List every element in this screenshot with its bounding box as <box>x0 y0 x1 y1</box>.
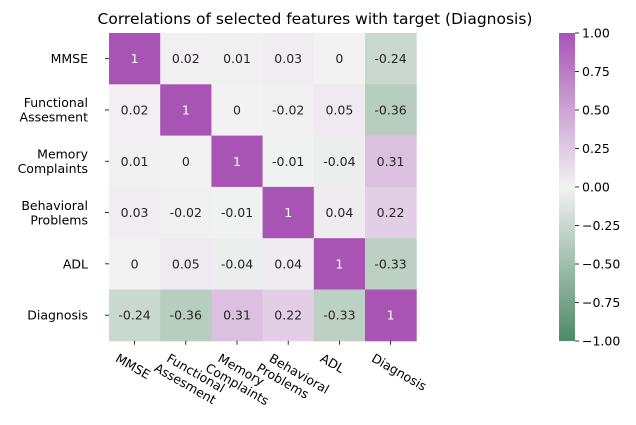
heatmap-cell <box>211 33 264 85</box>
heatmap-cell <box>160 186 212 239</box>
cell-value-label: 1 <box>284 205 292 220</box>
heatmap-cell <box>262 289 315 342</box>
heatmap-cell <box>211 135 264 188</box>
cell-value-label: -0.33 <box>374 256 406 271</box>
heatmap-cell <box>160 289 212 342</box>
cell-value-label: 0.04 <box>274 256 302 271</box>
cell-value-label: 0 <box>335 51 343 66</box>
cell-value-label: 0.05 <box>325 102 353 117</box>
cell-value-label: 1 <box>387 308 395 323</box>
heatmap-cell <box>160 135 212 188</box>
heatmap-cell <box>160 238 212 290</box>
heatmap-cell <box>313 289 366 342</box>
cell-value-label: -0.01 <box>221 205 253 220</box>
colorbar-gradient <box>559 33 575 341</box>
cell-value-label: 0 <box>131 256 139 271</box>
cell-value-label: -0.36 <box>374 102 406 117</box>
row-labels: MMSE Functional Assesment Memory Complaints B… <box>18 51 109 323</box>
cell-value-label: -0.36 <box>170 308 202 323</box>
cell-value-label: 0.03 <box>274 51 302 66</box>
row-label: ADL <box>63 256 88 271</box>
cell-value-label: -0.33 <box>323 308 355 323</box>
heatmap-cell <box>365 135 417 188</box>
cell-value-label: -0.04 <box>221 256 253 271</box>
colorbar-tick-label: 0.25 <box>582 141 610 156</box>
cell-value-label: -0.02 <box>170 205 202 220</box>
heatmap-cells: 1 0.02 0.01 0.03 0 -0.24 0.02 1 0 -0.02 0.05 -0.36 0… <box>109 33 417 342</box>
cell-value-label: -0.24 <box>374 51 406 66</box>
cell-value-label: -0.24 <box>118 308 150 323</box>
heatmap-cell <box>262 135 315 188</box>
row-label: Diagnosis <box>27 308 88 323</box>
colorbar: 1.00 0.75 0.50 0.25 0.00 −0.25 −0.50 −0.75 −1.00 <box>559 26 620 349</box>
heatmap-cell <box>211 238 264 290</box>
row-label: Functional Assesment <box>20 95 89 125</box>
row-label: Memory Complaints <box>18 147 89 177</box>
column-labels: MMSE FunctionalAssesmentMemoryComplaintsB… <box>113 340 429 408</box>
cell-value-label: 0 <box>182 154 190 169</box>
colorbar-tick-label: 0.50 <box>582 103 610 118</box>
heatmap-cell <box>109 289 161 342</box>
heatmap-cell <box>365 238 417 290</box>
colorbar-tick-label: 0.75 <box>582 64 610 79</box>
column-label: ADL <box>318 350 347 376</box>
colorbar-tick-label: 1.00 <box>582 26 610 41</box>
cell-value-label: 0.31 <box>223 308 251 323</box>
colorbar-tick-label: −1.00 <box>582 334 620 349</box>
heatmap-cell <box>262 33 315 85</box>
heatmap-cell <box>262 238 315 290</box>
column-label: MMSE <box>113 350 153 382</box>
cell-value-label: 0.03 <box>121 205 149 220</box>
heatmap-cell <box>365 84 417 137</box>
cell-value-label: 1 <box>131 51 139 66</box>
heatmap-cell <box>211 289 264 342</box>
row-label: MMSE <box>51 51 89 66</box>
row-label: Behavioral Problems <box>21 198 88 228</box>
colorbar-tick-label: −0.50 <box>582 257 620 272</box>
heatmap-cell <box>160 84 212 137</box>
cell-value-label: 1 <box>182 102 190 117</box>
cell-value-label: 0.02 <box>172 51 200 66</box>
cell-value-label: 0.02 <box>121 102 149 117</box>
cell-value-label: 0.04 <box>325 205 353 220</box>
cell-value-label: 0.31 <box>377 154 405 169</box>
cell-value-label: 0.22 <box>274 308 302 323</box>
cell-value-label: 0 <box>233 102 241 117</box>
heatmap-cell <box>313 33 366 85</box>
cell-value-label: -0.02 <box>272 102 304 117</box>
cell-value-label: 0.01 <box>121 154 149 169</box>
cell-value-label: 0.01 <box>223 51 251 66</box>
column-label: Diagnosis <box>369 350 429 393</box>
heatmap-cell <box>365 186 417 239</box>
heatmap-cell <box>109 33 161 85</box>
heatmap-cell <box>109 186 161 239</box>
heatmap-cell <box>313 238 366 290</box>
colorbar-tick-label: −0.25 <box>582 218 620 233</box>
cell-value-label: -0.04 <box>323 154 355 169</box>
heatmap-cell <box>160 33 212 85</box>
heatmap-cell <box>313 84 366 137</box>
cell-value-label: -0.01 <box>272 154 304 169</box>
heatmap-cell <box>211 186 264 239</box>
colorbar-tick-label: 0.00 <box>582 180 610 195</box>
heatmap-cell <box>109 135 161 188</box>
cell-value-label: 0.05 <box>172 256 200 271</box>
chart-title: Correlations of selected features with t… <box>98 10 533 28</box>
heatmap-cell <box>109 238 161 290</box>
heatmap-cell <box>365 33 417 85</box>
heatmap-cell <box>211 84 264 137</box>
heatmap-cell <box>313 135 366 188</box>
cell-value-label: 1 <box>233 154 241 169</box>
heatmap-cell <box>262 186 315 239</box>
cell-value-label: 1 <box>335 256 343 271</box>
cell-value-label: 0.22 <box>377 205 405 220</box>
heatmap-cell <box>313 186 366 239</box>
heatmap-cell <box>262 84 315 137</box>
heatmap-cell <box>109 84 161 137</box>
heatmap-cell <box>365 289 417 342</box>
colorbar-tick-label: −0.75 <box>582 295 620 310</box>
